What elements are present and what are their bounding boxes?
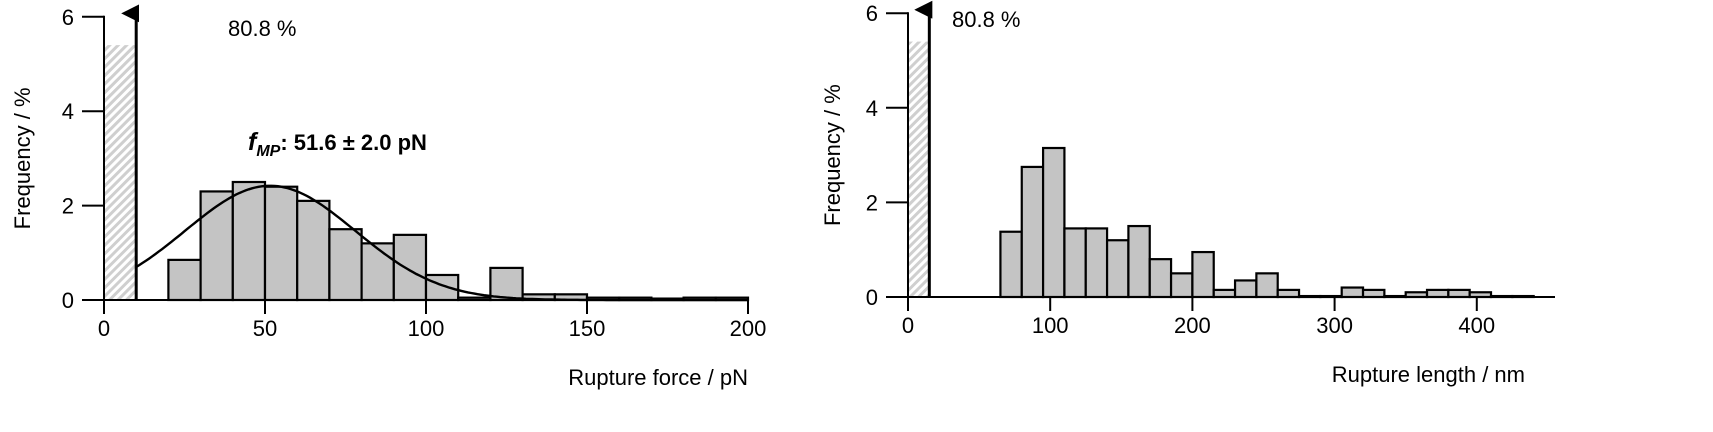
histogram-bar (1148, 258, 1173, 299)
histogram-bar (1020, 165, 1045, 299)
fit-subscript: MP (256, 143, 280, 160)
histogram-bar (1212, 288, 1237, 299)
histogram-bar (1361, 288, 1386, 299)
x-axis-label: Rupture force / pN (568, 365, 748, 390)
x-tick-label: 150 (569, 316, 606, 341)
histogram-bar (489, 266, 524, 302)
histogram-bar (1340, 286, 1365, 299)
truncated-bar-label: 80.8 % (228, 16, 297, 41)
y-tick-label: 4 (62, 99, 74, 124)
y-tick-label: 2 (62, 194, 74, 219)
histogram-bar (167, 258, 202, 302)
histogram-bar (999, 230, 1023, 299)
x-tick-label: 0 (902, 313, 914, 338)
y-tick-label: 4 (866, 96, 878, 121)
x-axis-label: Rupture length / nm (1332, 362, 1525, 387)
histogram-bar (1447, 288, 1471, 299)
histogram-bar (231, 180, 267, 302)
histogram-bar (263, 185, 299, 302)
truncated-bar (908, 41, 930, 297)
y-tick-label: 0 (62, 288, 74, 313)
y-tick-label: 0 (866, 285, 878, 310)
x-tick-label: 300 (1316, 313, 1353, 338)
histogram-bar (1063, 227, 1087, 299)
histogram-bar (360, 242, 395, 302)
length-histogram: 80.8 % 0 2 4 6 0 100 200 300 400 Rupture length / … (820, 0, 1555, 387)
force-histogram: 80.8 % fMP: 51.6 ± 2.0 pN 0 2 4 6 0 50 100 150 200… (10, 4, 767, 390)
y-tick-label: 6 (62, 5, 74, 30)
y-tick-label: 6 (866, 1, 878, 26)
fit-annotation: fMP: 51.6 ± 2.0 pN (248, 128, 427, 160)
histogram-bar (1191, 250, 1215, 299)
histogram-bar (424, 273, 460, 302)
histogram-bar (1255, 272, 1279, 299)
y-axis-label: Frequency / % (10, 87, 35, 229)
histogram-bar (1276, 288, 1301, 299)
histogram-bar (1127, 224, 1151, 299)
y-axis-label: Frequency / % (820, 84, 845, 226)
histogram-bar (1105, 239, 1130, 299)
fit-value: : 51.6 ± 2.0 pN (280, 130, 427, 155)
histogram-bar (1084, 227, 1109, 299)
x-tick-label: 50 (253, 316, 277, 341)
y-tick-label: 2 (866, 190, 878, 215)
histogram-bar (296, 199, 331, 302)
truncated-bar (104, 45, 137, 301)
histogram-bar (1233, 279, 1258, 299)
x-tick-label: 0 (98, 316, 110, 341)
fit-symbol: f (248, 128, 259, 156)
histogram-bar (392, 233, 428, 302)
x-tick-label: 200 (730, 316, 767, 341)
histogram-bar (1425, 288, 1450, 299)
histogram-bar (328, 228, 363, 302)
x-tick-label: 400 (1458, 313, 1495, 338)
x-tick-label: 100 (408, 316, 445, 341)
x-tick-label: 200 (1174, 313, 1211, 338)
truncated-bar-label: 80.8 % (952, 7, 1021, 32)
histogram-bar (1169, 272, 1194, 299)
x-tick-label: 100 (1032, 313, 1069, 338)
histogram-bar (1041, 146, 1066, 299)
